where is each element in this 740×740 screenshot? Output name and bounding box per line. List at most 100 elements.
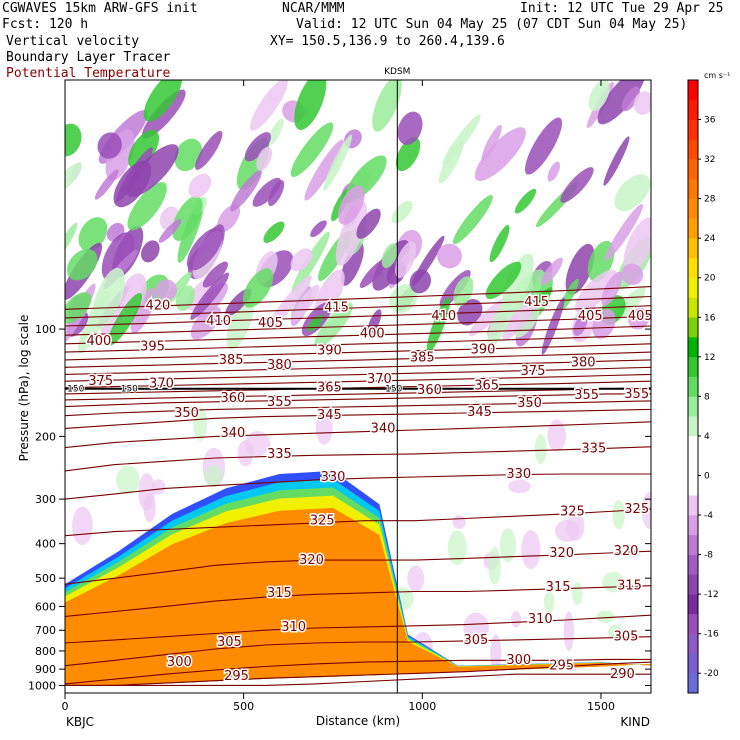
colorbar-label: 28: [704, 195, 716, 205]
theta-label: 405: [258, 316, 283, 331]
w-cell: [323, 134, 353, 191]
w-cell: [203, 465, 223, 488]
theta-label: 315: [617, 579, 642, 594]
colorbar-swatch: [688, 495, 698, 516]
colorbar-swatch: [688, 317, 698, 338]
theta-label: 410: [431, 309, 456, 324]
theta-contour: [65, 343, 651, 361]
colorbar-frame: [687, 79, 699, 694]
axes: 0 500 1000 1500 100 200 300 400 500 600 700 800 900 1…: [28, 80, 651, 713]
colorbar-swatch: [688, 178, 698, 199]
w-cell: [193, 407, 207, 442]
w-cell: [155, 279, 177, 302]
y-tick-label: 400: [35, 538, 56, 551]
theta-label: 370: [367, 372, 392, 387]
colorbar-swatch: [688, 80, 698, 101]
theta-label: 360: [417, 383, 442, 398]
w-cell: [94, 169, 119, 200]
colorbar-swatch: [688, 653, 698, 674]
colorbar-swatch: [688, 277, 698, 298]
w-cell: [230, 170, 262, 212]
theta-contour: [65, 373, 651, 389]
w-cell: [226, 295, 254, 350]
theta-label: 325: [624, 502, 649, 517]
boundary-layer-tracer: [65, 470, 651, 693]
w-cell: [65, 162, 82, 196]
w-cell: [158, 219, 182, 243]
w-cell: [142, 89, 186, 139]
x-axis-label: Distance (km): [316, 714, 400, 728]
w-cell: [560, 167, 594, 203]
theta-label: 325: [310, 514, 335, 529]
theta-label: 340: [371, 421, 396, 436]
y-tick-label: 900: [35, 663, 56, 676]
right-station: KIND: [620, 715, 650, 729]
w-cell: [151, 479, 166, 495]
colorbar-swatch: [688, 99, 698, 120]
station-marker-label: KDSM: [384, 67, 410, 77]
theta-contour: [65, 408, 651, 429]
theta-contour: [65, 550, 651, 585]
w-cell: [101, 232, 135, 281]
w-cell: [315, 410, 333, 445]
colorbar-swatch: [688, 376, 698, 397]
colorbar-label: 20: [704, 274, 716, 284]
theta-label: 315: [267, 586, 292, 601]
theta-contour: [65, 508, 651, 537]
valid-time: Valid: 12 UTC Sun 04 May 25 (07 CDT Sun …: [296, 17, 688, 32]
bold-contour-label: 150: [385, 385, 402, 395]
theta-label: 350: [517, 396, 542, 411]
y-tick-label: 100: [35, 323, 56, 336]
theta-label: 305: [464, 633, 489, 648]
w-cell: [395, 137, 421, 172]
w-cell: [485, 261, 522, 300]
colorbar-swatch: [688, 218, 698, 239]
w-cell: [291, 231, 330, 293]
w-cell: [244, 132, 271, 162]
w-cell: [409, 269, 431, 294]
w-cell: [202, 261, 229, 288]
xy-coordinates: XY= 150.5,136.9 to 260.4,139.6: [270, 34, 505, 49]
w-cell: [559, 278, 579, 312]
w-cell: [487, 289, 518, 348]
w-cell: [474, 127, 526, 181]
theta-label: 315: [546, 580, 571, 595]
theta-label: 360: [221, 391, 246, 406]
w-cell: [565, 243, 595, 295]
colorbar-label: 12: [704, 353, 715, 363]
theta-label: 365: [317, 381, 342, 396]
w-cell: [604, 203, 643, 261]
colorbar-label: -8: [704, 551, 713, 561]
colorbar-swatch: [688, 159, 698, 180]
theta-label: 320: [549, 546, 574, 561]
w-cell: [442, 114, 481, 166]
w-cell: [547, 161, 561, 182]
w-cell: [608, 624, 623, 640]
w-cell: [555, 519, 580, 542]
x-tick-label: 1000: [408, 700, 436, 713]
y-tick-label: 600: [35, 600, 56, 613]
w-cell: [521, 530, 541, 570]
w-cell: [267, 118, 284, 146]
w-cell: [547, 419, 566, 452]
theta-label: 355: [574, 388, 599, 403]
theta-label: 365: [474, 379, 499, 394]
theta-label: 400: [87, 334, 112, 349]
colorbar-swatch: [688, 238, 698, 259]
w-cell: [572, 581, 583, 606]
w-cell: [489, 225, 510, 263]
x-tick-label: 0: [62, 700, 69, 713]
w-cell: [563, 611, 574, 651]
theta-label: 395: [140, 340, 165, 355]
theta-contour: [65, 334, 651, 353]
colorbar-label: 16: [704, 313, 716, 323]
bold-contour-label: 150: [67, 385, 84, 395]
w-cell: [72, 506, 93, 546]
w-cell: [447, 530, 467, 566]
bold-contour-label: 150: [121, 385, 138, 395]
theta-label: 310: [281, 620, 306, 635]
w-cell: [92, 267, 125, 329]
colorbar-swatch: [688, 574, 698, 595]
field-potential-temperature: Potential Temperature: [6, 66, 171, 81]
w-cell: [340, 242, 364, 286]
